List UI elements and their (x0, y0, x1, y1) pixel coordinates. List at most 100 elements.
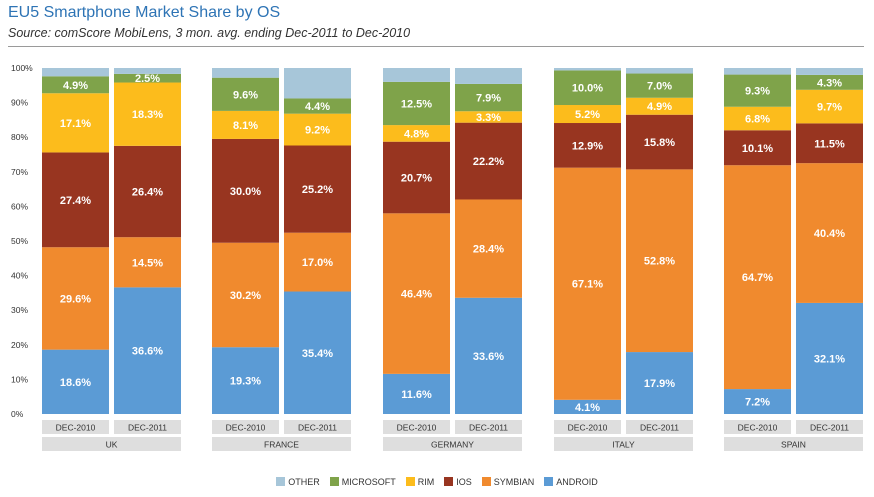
legend-item-other: OTHER (276, 476, 320, 487)
bar-segment-microsoft (212, 77, 279, 111)
bar-segment-rim (554, 105, 621, 124)
bar-segment-android (212, 347, 279, 414)
country-label: FRANCE (264, 440, 299, 450)
data-label-microsoft: 9.3% (745, 86, 770, 98)
data-label-symbian: 67.1% (572, 279, 603, 291)
bar-segment-android (796, 302, 863, 414)
bar-segment-android (724, 389, 791, 414)
bar-segment-android (42, 349, 109, 414)
data-label-android: 4.1% (575, 402, 600, 414)
data-label-rim: 4.8% (404, 128, 429, 140)
data-label-microsoft: 10.0% (572, 83, 603, 95)
y-tick-label: 90% (11, 98, 28, 108)
title-divider (8, 46, 864, 47)
bar-segment-other (796, 68, 863, 75)
data-label-android: 19.3% (230, 376, 261, 388)
bar-segment-ios (724, 130, 791, 166)
bar-segment-android (626, 352, 693, 414)
y-tick-label: 100% (11, 63, 33, 73)
data-label-rim: 9.7% (817, 102, 842, 114)
data-label-android: 35.4% (302, 348, 333, 360)
bar-segment-ios (212, 138, 279, 243)
legend-label: IOS (456, 476, 472, 487)
data-label-android: 7.2% (745, 397, 770, 409)
bar-segment-rim (114, 82, 181, 146)
chart-title: EU5 Smartphone Market Share by OS (8, 4, 281, 21)
period-label: DEC-2011 (810, 423, 849, 433)
data-label-symbian: 29.6% (60, 293, 91, 305)
bar-segment-other (114, 68, 181, 74)
legend-swatch (444, 476, 454, 486)
legend-label: MICROSOFT (341, 476, 396, 487)
data-label-rim: 6.8% (745, 114, 770, 126)
data-label-symbian: 52.8% (644, 256, 675, 268)
y-tick-label: 60% (11, 201, 28, 211)
period-label: DEC-2010 (226, 423, 266, 433)
y-tick-label: 0% (11, 409, 24, 419)
period-label-box (42, 420, 109, 434)
y-tick-label: 10% (11, 374, 28, 384)
legend-item-symbian: SYMBIAN (481, 476, 535, 487)
chart-legend: OTHER MICROSOFT RIM IOS SYMBIAN ANDROID (0, 476, 874, 487)
period-label: DEC-2010 (397, 423, 437, 433)
legend-swatch (405, 476, 415, 486)
data-label-microsoft: 7.0% (647, 81, 672, 93)
bar-segment-rim (284, 113, 351, 146)
bar-segment-ios (455, 122, 522, 200)
data-label-rim: 5.2% (575, 109, 600, 121)
data-label-rim: 9.2% (305, 125, 330, 137)
data-label-symbian: 14.5% (132, 257, 163, 269)
country-label: SPAIN (781, 440, 806, 450)
bar-segment-microsoft (42, 76, 109, 94)
data-label-microsoft: 9.6% (233, 89, 258, 101)
country-label: GERMANY (431, 440, 474, 450)
legend-item-ios: IOS (444, 476, 472, 487)
bar-segment-rim (626, 97, 693, 115)
bar-segment-ios (383, 141, 450, 214)
legend-label: RIM (417, 476, 435, 487)
bar-segment-other (212, 68, 279, 78)
data-label-ios: 20.7% (401, 173, 432, 185)
data-label-ios: 10.1% (742, 143, 773, 155)
bar-segment-other (626, 68, 693, 74)
bar-segment-android (554, 399, 621, 414)
bar-segment-other (724, 68, 791, 75)
data-label-microsoft: 2.5% (135, 73, 160, 85)
bar-segment-rim (42, 93, 109, 153)
y-tick-label: 80% (11, 132, 28, 142)
bar-segment-symbian (724, 165, 791, 390)
bar-segment-rim (796, 89, 863, 124)
bar-segment-microsoft (796, 74, 863, 90)
data-label-ios: 12.9% (572, 140, 603, 152)
country-label-box (554, 437, 693, 451)
bar-segment-rim (455, 111, 522, 123)
period-label-box (455, 420, 522, 434)
period-label-box (724, 420, 791, 434)
period-label-box (554, 420, 621, 434)
data-label-symbian: 64.7% (742, 272, 773, 284)
legend-item-rim: RIM (405, 476, 435, 487)
bar-segment-other (383, 68, 450, 82)
bar-segment-microsoft (114, 73, 181, 83)
data-label-symbian: 17.0% (302, 257, 333, 269)
legend-item-microsoft: MICROSOFT (329, 476, 396, 487)
legend-label: SYMBIAN (493, 476, 535, 487)
y-tick-label: 20% (11, 340, 28, 350)
data-label-microsoft: 7.9% (476, 93, 501, 105)
period-label: DEC-2011 (469, 423, 508, 433)
data-label-android: 33.6% (473, 351, 504, 363)
period-label-box (212, 420, 279, 434)
bar-segment-microsoft (455, 83, 522, 112)
period-label: DEC-2011 (128, 423, 167, 433)
bar-segment-other (455, 68, 522, 84)
data-label-ios: 27.4% (60, 195, 91, 207)
data-label-symbian: 28.4% (473, 244, 504, 256)
y-tick-label: 40% (11, 271, 28, 281)
data-label-ios: 30.0% (230, 186, 261, 198)
period-label-box (796, 420, 863, 434)
y-tick-label: 50% (11, 236, 28, 246)
data-label-symbian: 30.2% (230, 290, 261, 302)
y-tick-label: 70% (11, 167, 28, 177)
data-label-microsoft: 4.3% (817, 77, 842, 89)
